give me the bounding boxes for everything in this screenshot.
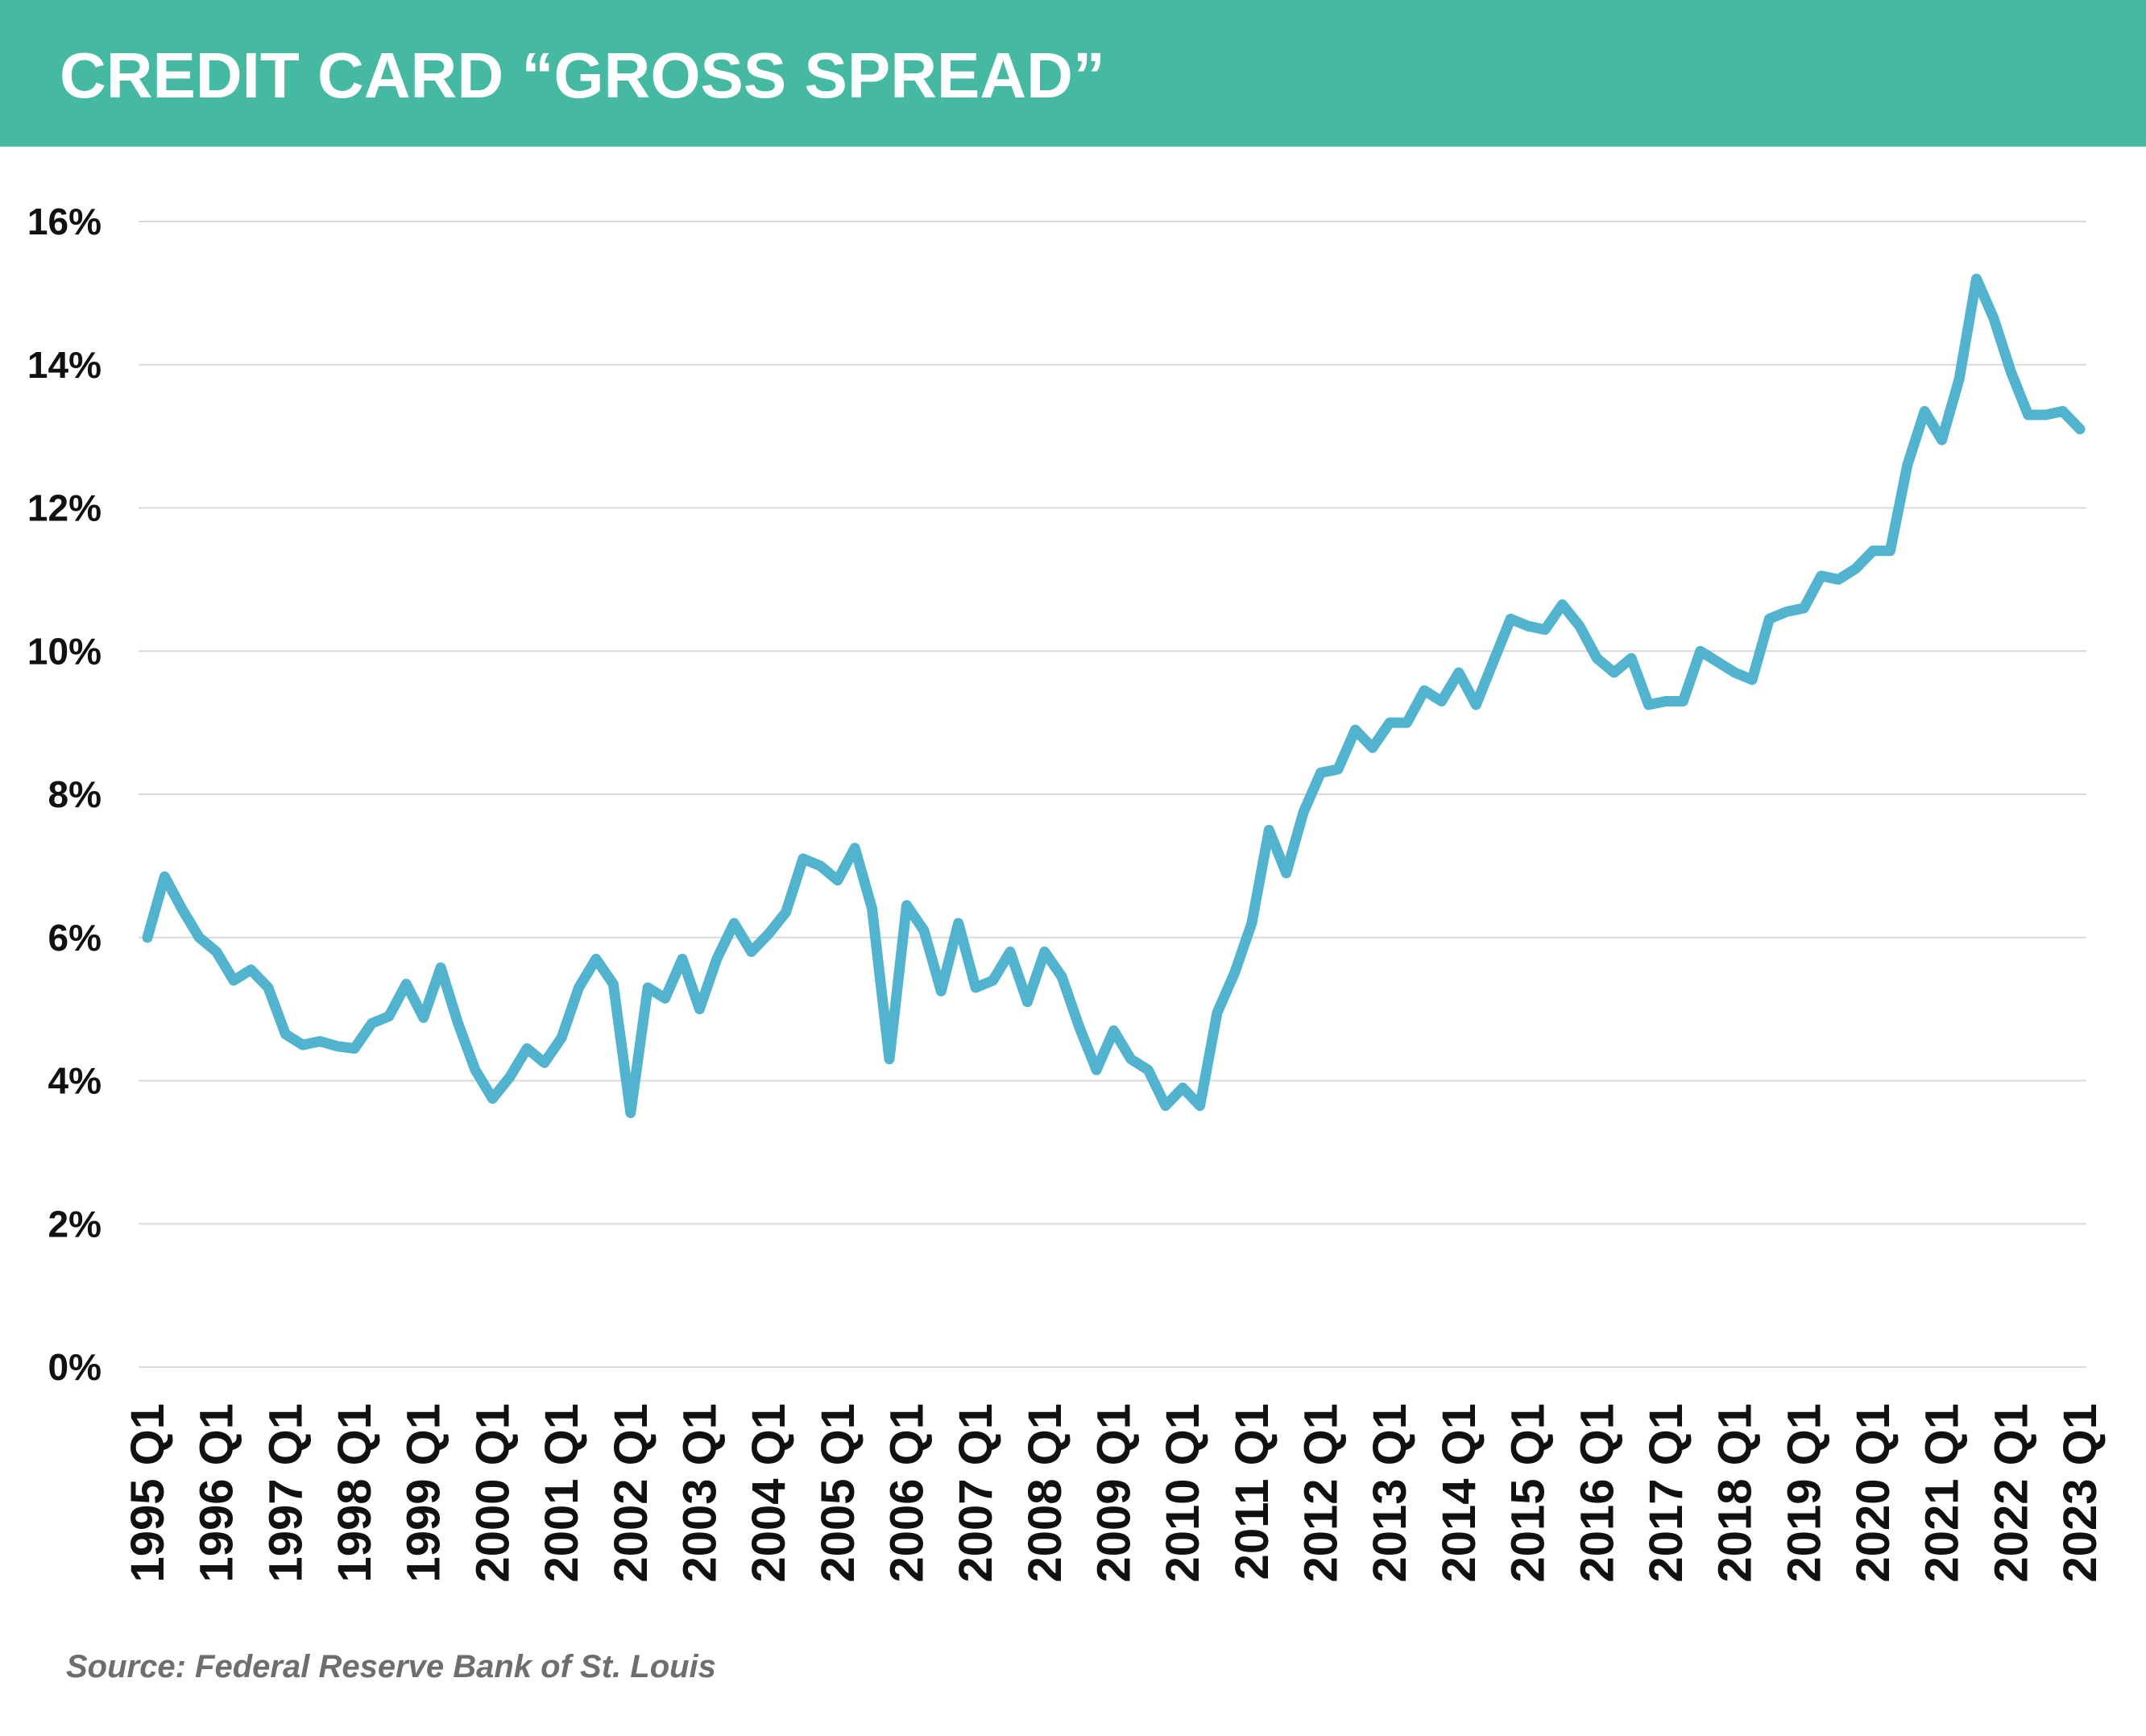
x-tick-label: 1996 Q1 [191, 1403, 243, 1583]
y-tick-label: 12% [27, 487, 102, 529]
x-tick-label: 2013 Q1 [1364, 1403, 1416, 1583]
y-tick-label: 8% [48, 773, 102, 815]
x-tick-label: 2001 Q1 [536, 1403, 588, 1583]
x-tick-label: 1997 Q1 [259, 1403, 312, 1583]
line-chart: 0%2%4%6%8%10%12%14%16% 1995 Q1 1996 Q1 199… [27, 201, 2107, 1583]
y-tick-label: 2% [48, 1203, 102, 1245]
x-tick-label: 2018 Q1 [1709, 1403, 1762, 1583]
x-tick-label: 1999 Q1 [398, 1403, 450, 1583]
x-tick-label: 2006 Q1 [880, 1403, 933, 1583]
series-lines [142, 273, 2086, 1118]
x-tick-label: 1998 Q1 [329, 1403, 381, 1583]
x-tick-label: 2016 Q1 [1571, 1403, 1623, 1583]
x-tick-label: 2000 Q1 [466, 1403, 519, 1583]
x-tick-label: 2012 Q1 [1295, 1403, 1348, 1583]
x-tick-label: 2019 Q1 [1778, 1403, 1830, 1583]
x-tick-label: 2011 Q1 [1226, 1403, 1278, 1580]
x-tick-label: 2009 Q1 [1088, 1403, 1141, 1583]
x-tick-label: 2017 Q1 [1640, 1403, 1692, 1583]
source-note: Source: Federal Reserve Bank of St. Loui… [66, 1649, 716, 1684]
title-banner: CREDIT CARD “GROSS SPREAD” [0, 0, 2146, 147]
y-tick-label: 14% [27, 344, 102, 386]
series-line [142, 273, 2086, 1118]
x-tick-label: 2015 Q1 [1502, 1403, 1555, 1583]
x-tick-label: 1995 Q1 [122, 1403, 174, 1583]
y-axis-tick-labels: 0% 2% 4% 6% 8% 10% 12% 14% 16% [27, 201, 102, 1388]
x-tick-label: 2004 Q1 [743, 1403, 795, 1583]
x-tick-label: 2010 Q1 [1157, 1403, 1209, 1583]
x-tick-label: 2007 Q1 [950, 1403, 1002, 1583]
gridlines [139, 221, 2086, 1368]
y-tick-label: 10% [27, 630, 102, 672]
y-tick-label: 4% [48, 1060, 102, 1102]
x-tick-label: 2008 Q1 [1019, 1403, 1071, 1583]
x-tick-label: 2022 Q1 [1985, 1403, 2037, 1583]
x-tick-label: 2020 Q1 [1847, 1403, 1900, 1583]
x-tick-label: 2003 Q1 [673, 1403, 726, 1583]
chart-title: CREDIT CARD “GROSS SPREAD” [60, 39, 1105, 111]
x-tick-label: 2021 Q1 [1916, 1403, 1969, 1583]
x-tick-label: 2014 Q1 [1433, 1403, 1485, 1583]
x-tick-label: 2002 Q1 [605, 1403, 657, 1583]
y-tick-label: 6% [48, 917, 102, 959]
y-tick-label: 0% [48, 1346, 102, 1388]
x-axis-tick-labels: 1995 Q1 1996 Q1 1997 Q1 1998 Q1 1999 Q1 2000 … [122, 1403, 2107, 1583]
y-tick-label: 16% [27, 201, 102, 242]
x-tick-label: 2005 Q1 [812, 1403, 864, 1583]
x-tick-label: 2023 Q1 [2054, 1403, 2107, 1583]
